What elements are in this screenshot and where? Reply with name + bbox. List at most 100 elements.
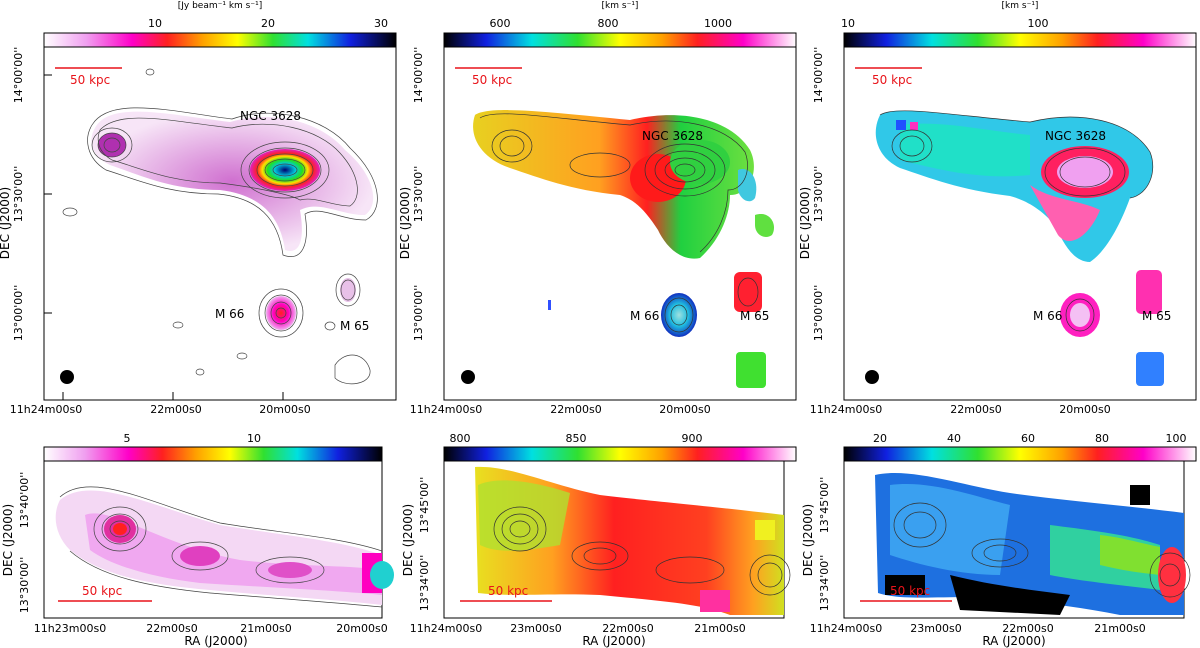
ra-tick-label: 11h24m00s0 xyxy=(810,403,882,415)
dec-tick-label: 14°00'00'' xyxy=(412,47,425,104)
hi-emission-map xyxy=(62,68,378,385)
scale-bar-label: 50 kpc xyxy=(472,73,512,87)
colorbar xyxy=(43,32,397,48)
colorbar-unit-label: [km s⁻¹] xyxy=(602,1,639,11)
dispersion-zoom-map xyxy=(875,472,1191,615)
colorbar-tick-label: 1000 xyxy=(704,17,732,30)
galaxy-label-m66: M 66 xyxy=(1033,309,1062,323)
colorbar xyxy=(843,446,1197,462)
panel-velocity-zoom: 800 850 900 50 kpc 13°45'00'' 13°34'00''… xyxy=(401,432,797,648)
ra-tick-label: 20m00s0 xyxy=(1059,403,1110,415)
panel-moment0-overview: [Jy beam⁻¹ km s⁻¹] 10 20 30 50 kpc NGC 3… xyxy=(0,1,397,415)
dec-tick-label: 13°30'00'' xyxy=(12,166,25,223)
colorbar xyxy=(443,446,797,462)
colorbar-tick-label: 100 xyxy=(1028,17,1049,30)
dec-axis-label: DEC (J2000) xyxy=(801,504,815,576)
colorbar xyxy=(843,32,1197,48)
galaxy-label-ngc3628: NGC 3628 xyxy=(1045,129,1106,143)
panel-moment0-zoom: 5 10 50 kpc 13°40'00'' 13°30'00'' DEC (J… xyxy=(1,432,394,648)
dec-axis-label: DEC (J2000) xyxy=(401,504,415,576)
ra-tick-label: 22m00s0 xyxy=(146,622,197,635)
ra-tick-label: 22m00s0 xyxy=(602,622,653,635)
ra-axis-label: RA (J2000) xyxy=(582,634,645,648)
panel-dispersion-overview: [km s⁻¹] 10 100 50 kpc NGC 3628 M 66 M 6… xyxy=(800,1,1197,415)
ra-tick-label: 20m00s0 xyxy=(259,403,310,415)
dec-tick-label: 13°34'00'' xyxy=(818,555,831,612)
ra-tick-label: 20m00s0 xyxy=(659,403,710,415)
colorbar-tick-label: 5 xyxy=(124,432,131,445)
colorbar-tick-label: 60 xyxy=(1021,432,1035,445)
galaxy-label-m66: M 66 xyxy=(215,307,244,321)
dec-axis-label: DEC (J2000) xyxy=(800,187,812,259)
ra-tick-label: 22m00s0 xyxy=(150,403,201,415)
ra-tick-label: 11h23m00s0 xyxy=(34,622,106,635)
ra-tick-label: 23m00s0 xyxy=(910,622,961,635)
colorbar-tick-label: 30 xyxy=(374,17,388,30)
dec-axis-label: DEC (J2000) xyxy=(0,187,12,259)
colorbar-tick-label: 80 xyxy=(1095,432,1109,445)
ra-tick-label: 23m00s0 xyxy=(510,622,561,635)
dec-tick-label: 13°45'00'' xyxy=(818,477,831,534)
plot-frame xyxy=(43,46,397,401)
colorbar-tick-label: 10 xyxy=(247,432,261,445)
beam-ellipse xyxy=(461,370,475,384)
ra-tick-label: 11h24m00s0 xyxy=(410,403,482,415)
dec-tick-label: 13°30'00'' xyxy=(412,166,425,223)
dec-tick-label: 13°00'00'' xyxy=(812,285,825,342)
ra-axis-label: RA (J2000) xyxy=(184,634,247,648)
colorbar-tick-label: 800 xyxy=(598,17,619,30)
ra-tick-label: 11h24m00s0 xyxy=(10,403,82,415)
scale-bar-label: 50 kpc xyxy=(488,584,528,598)
galaxy-label-m65: M 65 xyxy=(340,319,369,333)
colorbar-tick-label: 900 xyxy=(682,432,703,445)
ra-tick-label: 22m00s0 xyxy=(1002,622,1053,635)
galaxy-label-m65: M 65 xyxy=(740,309,769,323)
colorbar-unit-label: [km s⁻¹] xyxy=(1002,1,1039,11)
ra-tick-label: 21m00s0 xyxy=(694,622,745,635)
dec-tick-label: 13°30'00'' xyxy=(812,166,825,223)
ra-tick-label: 21m00s0 xyxy=(240,622,291,635)
axis-ticks xyxy=(44,74,284,400)
dec-axis-label: DEC (J2000) xyxy=(1,504,15,576)
colorbar-tick-label: 850 xyxy=(566,432,587,445)
hi-emission-zoom xyxy=(55,486,394,608)
scale-bar-label: 50 kpc xyxy=(890,584,930,598)
galaxy-label-ngc3628: NGC 3628 xyxy=(240,109,301,123)
ra-axis-label: RA (J2000) xyxy=(982,634,1045,648)
dec-axis-label: DEC (J2000) xyxy=(400,187,412,259)
ra-tick-label: 22m00s0 xyxy=(550,403,601,415)
dec-tick-label: 13°30'00'' xyxy=(18,557,31,614)
galaxy-label-m66: M 66 xyxy=(630,309,659,323)
scale-bar-label: 50 kpc xyxy=(70,73,110,87)
ra-tick-label: 21m00s0 xyxy=(1094,622,1145,635)
dispersion-map xyxy=(875,110,1164,386)
scale-bar-label: 50 kpc xyxy=(872,73,912,87)
dec-tick-label: 13°00'00'' xyxy=(12,285,25,342)
colorbar-tick-label: 10 xyxy=(841,17,855,30)
colorbar-tick-label: 100 xyxy=(1166,432,1187,445)
colorbar xyxy=(443,32,797,48)
scale-bar-label: 50 kpc xyxy=(82,584,122,598)
galaxy-label-m65: M 65 xyxy=(1142,309,1171,323)
panel-velocity-overview: [km s⁻¹] 600 800 1000 50 kpc NGC 3628 M … xyxy=(400,1,797,415)
dec-tick-label: 13°00'00'' xyxy=(412,285,425,342)
colorbar-tick-label: 20 xyxy=(873,432,887,445)
velocity-field-zoom xyxy=(475,466,791,615)
dec-tick-label: 13°40'00'' xyxy=(18,472,31,529)
ra-tick-label: 11h24m00s0 xyxy=(410,622,482,635)
plot-frame xyxy=(843,46,1197,401)
beam-ellipse xyxy=(60,370,74,384)
dec-tick-label: 13°34'00'' xyxy=(418,555,431,612)
colorbar xyxy=(43,446,383,462)
velocity-field-map xyxy=(473,110,775,388)
ra-tick-label: 11h24m00s0 xyxy=(810,622,882,635)
panel-dispersion-zoom: 20 40 60 80 100 50 kpc 13°45'00'' 13°34'… xyxy=(801,432,1197,648)
colorbar-tick-label: 20 xyxy=(261,17,275,30)
colorbar-tick-label: 40 xyxy=(947,432,961,445)
beam-ellipse xyxy=(865,370,879,384)
colorbar-tick-label: 600 xyxy=(490,17,511,30)
plot-frame xyxy=(443,46,797,401)
ra-tick-label: 22m00s0 xyxy=(950,403,1001,415)
galaxy-label-ngc3628: NGC 3628 xyxy=(642,129,703,143)
ra-tick-label: 20m00s0 xyxy=(336,622,387,635)
